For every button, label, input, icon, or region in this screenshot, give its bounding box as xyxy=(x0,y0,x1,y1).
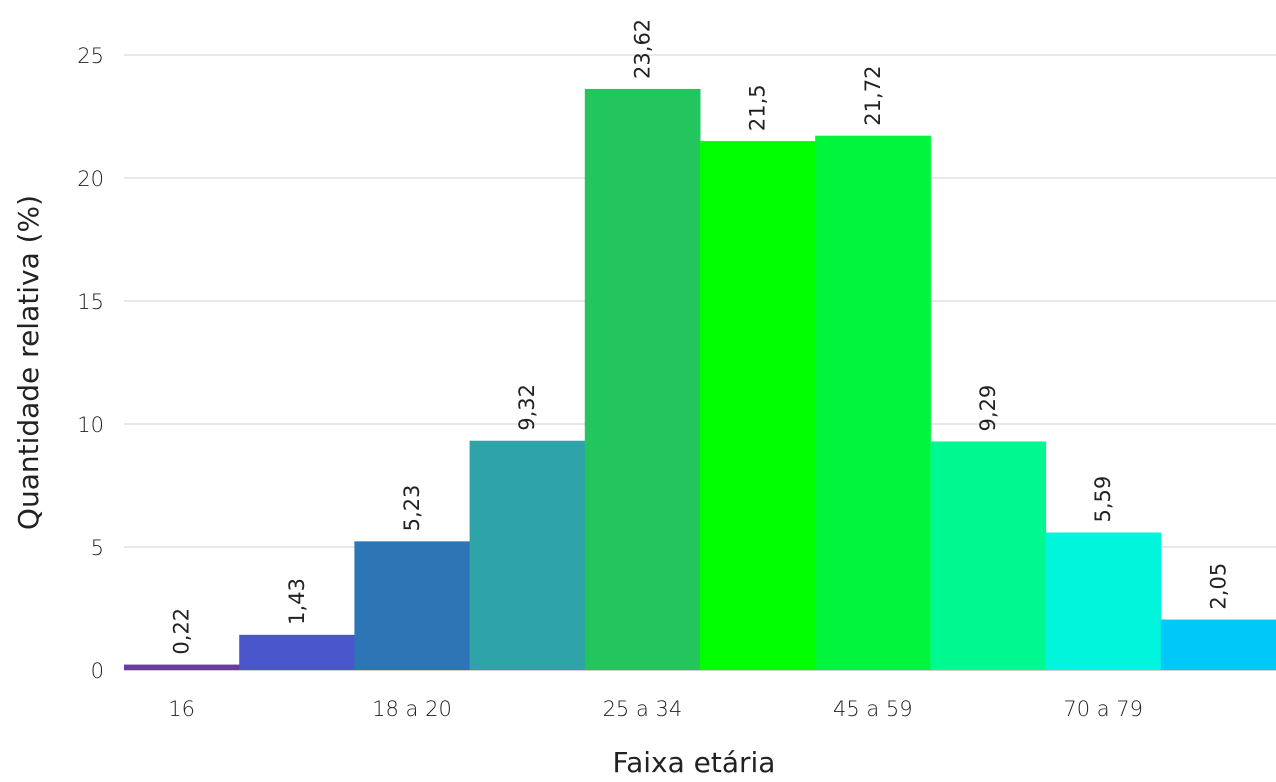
data-label: 5,23 xyxy=(400,485,424,532)
y-tick-label: 10 xyxy=(77,413,104,437)
x-axis-ticks: 16 18 a 20 25 a 34 45 a 59 70 a 79 xyxy=(168,697,1143,721)
x-axis-title: Faixa etária xyxy=(613,746,776,779)
bars xyxy=(124,88,1276,671)
y-tick-label: 5 xyxy=(91,536,104,560)
data-label: 23,62 xyxy=(630,19,654,79)
bar xyxy=(1045,532,1162,670)
data-label: 9,29 xyxy=(976,385,1000,432)
data-label: 9,32 xyxy=(515,384,539,431)
bar xyxy=(700,141,816,671)
bar xyxy=(239,634,355,670)
y-axis-ticks: 0 5 10 15 20 25 xyxy=(77,44,104,683)
y-tick-label: 20 xyxy=(77,167,104,191)
bar xyxy=(930,441,1047,670)
x-tick-label: 25 a 34 xyxy=(603,697,683,721)
y-tick-label: 15 xyxy=(77,290,104,314)
bar xyxy=(1160,619,1276,670)
data-label: 21,72 xyxy=(861,66,885,126)
data-label: 5,59 xyxy=(1091,476,1115,523)
y-tick-label: 0 xyxy=(91,659,104,683)
data-labels: 0,22 1,43 5,23 9,32 23,62 21,5 21,72 9,29 5,59 2,… xyxy=(170,19,1231,655)
y-axis-title: Quantidade relativa (%) xyxy=(12,195,45,530)
x-tick-label: 45 a 59 xyxy=(833,697,913,721)
bar xyxy=(354,541,471,670)
bar xyxy=(584,88,701,670)
y-tick-label: 25 xyxy=(77,44,104,68)
data-label: 21,5 xyxy=(746,84,770,131)
data-label: 1,43 xyxy=(285,578,309,625)
data-label: 0,22 xyxy=(170,608,194,655)
bar xyxy=(124,664,240,670)
x-tick-label: 18 a 20 xyxy=(372,697,452,721)
x-tick-label: 16 xyxy=(168,697,195,721)
bar xyxy=(469,440,586,670)
bar xyxy=(815,135,931,671)
data-label: 2,05 xyxy=(1206,563,1230,610)
x-tick-label: 70 a 79 xyxy=(1063,697,1143,721)
